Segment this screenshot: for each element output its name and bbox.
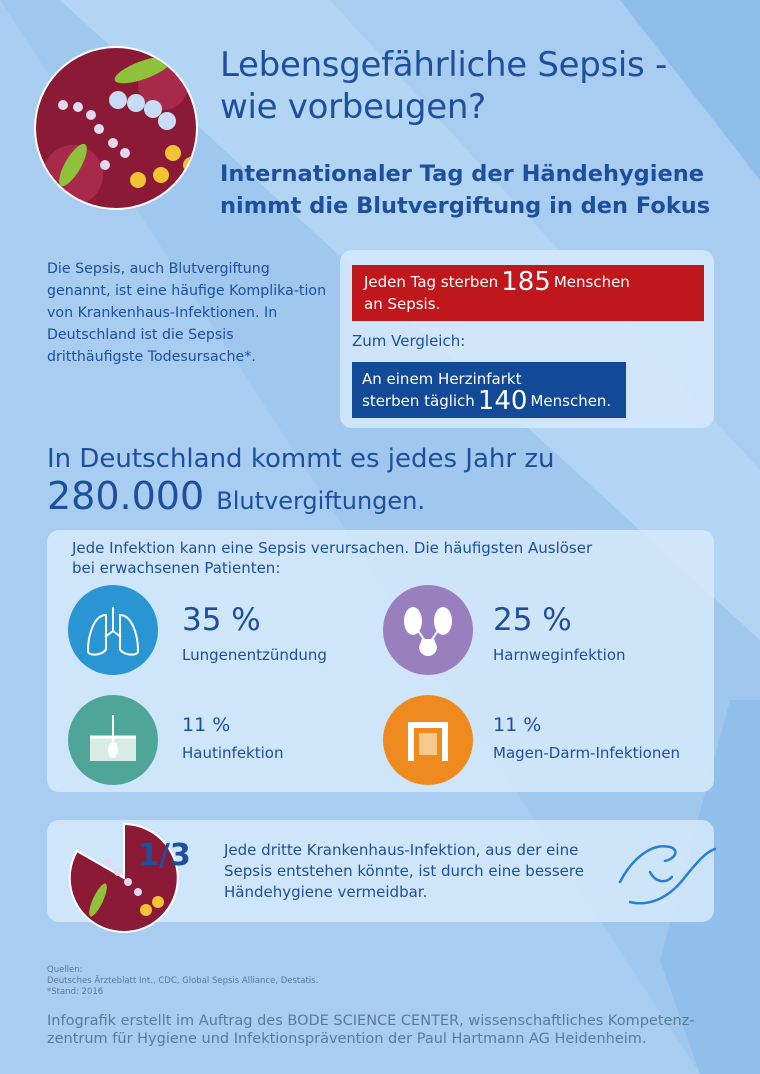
kidneys-icon <box>383 585 473 675</box>
text: Händehygiene vermeidbar. <box>224 883 428 901</box>
cause-label: Hautinfektion <box>182 744 284 762</box>
subtitle-line: Internationaler Tag der Händehygiene <box>220 161 705 187</box>
cause-percent: 35 % <box>182 602 261 638</box>
page-title: Lebensgefährliche Sepsis - wie vorbeugen? <box>220 44 667 128</box>
text: An einem Herzinfarkt <box>362 370 522 388</box>
sepsis-deaths-box: Jeden Tag sterben 185 Menschen an Sepsis. <box>352 265 704 321</box>
hands-icon <box>618 844 717 905</box>
cause-percent: 11 % <box>493 714 542 736</box>
text: Jeden Tag sterben <box>364 273 499 291</box>
number: 280.000 <box>47 474 205 518</box>
title-line: wie vorbeugen? <box>220 87 486 127</box>
heart-attack-number: 140 <box>477 386 528 416</box>
footer-credit: Infografik erstellt im Auftrag des BODE … <box>47 1012 694 1048</box>
heart-attack-box: An einem Herzinfarkt sterben täglich 140 Me… <box>352 362 626 418</box>
intro-text: Die Sepsis, auch Blutvergiftung genannt,… <box>47 261 327 365</box>
causes-intro: Jede Infektion kann eine Sepsis verursac… <box>72 538 672 578</box>
cause-label: Harnweginfektion <box>493 646 626 664</box>
yearly-headline: In Deutschland kommt es jedes Jahr zu <box>47 444 555 474</box>
text: Sepsis entstehen könnte, ist durch eine … <box>224 862 584 880</box>
sources-date: *Stand: 2016 <box>47 987 104 997</box>
one-third-pie-icon <box>68 822 179 933</box>
text: Jede Infektion kann eine Sepsis verursac… <box>72 539 593 557</box>
text: sterben täglich <box>362 392 475 410</box>
text: Infografik erstellt im Auftrag des BODE … <box>47 1013 695 1029</box>
sources-label: Quellen: <box>47 965 83 975</box>
text: Menschen. <box>530 392 612 410</box>
page-subtitle: Internationaler Tag der Händehygiene nimm… <box>220 158 710 222</box>
yearly-number: 280.000 Blutvergiftungen. <box>47 474 425 518</box>
text: Menschen <box>553 273 630 291</box>
cause-percent: 25 % <box>493 602 572 638</box>
bacteria-illustration <box>34 46 198 210</box>
causes-panel <box>47 530 714 792</box>
skin-icon <box>68 695 158 785</box>
lungs-icon <box>68 585 158 675</box>
title-line: Lebensgefährliche Sepsis - <box>220 45 667 85</box>
sources: Quellen: Deutsches Ärzteblatt Int., CDC, … <box>47 965 318 998</box>
cause-percent: 11 % <box>182 714 231 736</box>
text: Jede dritte Krankenhaus-Infektion, aus d… <box>224 841 579 859</box>
one-third-fraction: 1/3 <box>138 838 191 873</box>
subtitle-line: nimmt die Blutvergiftung in den Fokus <box>220 193 711 219</box>
unit: Blutvergiftungen. <box>216 487 426 515</box>
text: zentrum für Hygiene und Infektionspräven… <box>47 1031 647 1047</box>
sepsis-deaths-number: 185 <box>501 267 551 297</box>
comparison-label: Zum Vergleich: <box>352 332 466 350</box>
text: an Sepsis. <box>364 295 441 313</box>
hygiene-text: Jede dritte Krankenhaus-Infektion, aus d… <box>224 840 584 903</box>
intestine-icon <box>383 695 473 785</box>
cause-label: Lungenentzündung <box>182 646 327 664</box>
sources-list: Deutsches Ärzteblatt Int., CDC, Global S… <box>47 976 319 986</box>
cause-label: Magen-Darm-Infektionen <box>493 744 681 762</box>
text: bei erwachsenen Patienten: <box>72 559 281 577</box>
